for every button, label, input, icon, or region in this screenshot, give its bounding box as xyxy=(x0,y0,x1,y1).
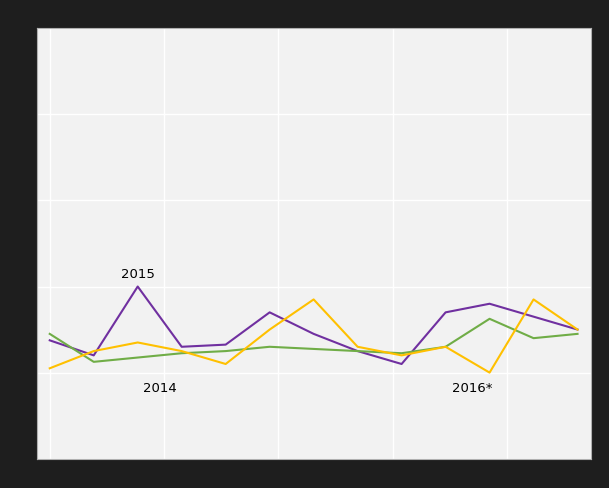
Text: 2016*: 2016* xyxy=(452,382,492,394)
Text: 2014: 2014 xyxy=(143,382,177,394)
Text: 2015: 2015 xyxy=(121,267,155,281)
